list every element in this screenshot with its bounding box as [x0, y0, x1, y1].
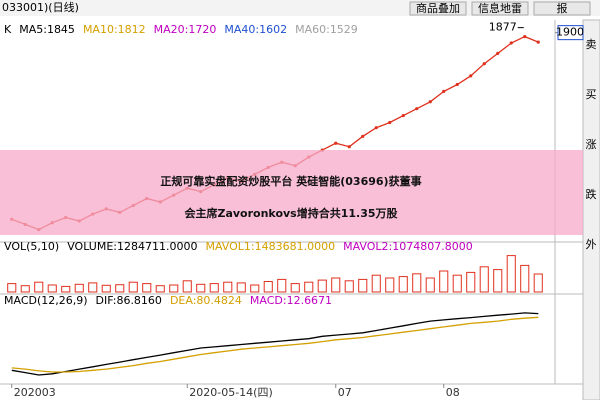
volume-bar — [47, 284, 57, 293]
toolbar-button[interactable] — [409, 1, 467, 16]
volume-bar — [20, 285, 30, 293]
sidebar-label: 涨 — [586, 138, 597, 151]
price-point — [469, 74, 473, 78]
volume-bar — [344, 280, 354, 293]
volume-bar — [290, 283, 300, 293]
x-tick-label: 2020-05-14(四) — [189, 386, 273, 399]
volume-bar — [506, 255, 516, 293]
sidebar-label: 跌 — [586, 187, 597, 201]
volume-bar — [277, 278, 287, 293]
price-point — [347, 145, 351, 149]
price-point — [496, 51, 500, 55]
volume-bar — [317, 279, 327, 293]
toolbar-button[interactable] — [471, 1, 529, 16]
volume-bar — [479, 266, 489, 293]
price-point — [523, 35, 527, 39]
indicator-label: MACD:12.6671 — [250, 294, 332, 307]
volume-bar — [7, 283, 17, 293]
toolbar-button-label[interactable]: 报 — [557, 1, 568, 15]
indicator-label: DEA:80.4824 — [170, 294, 242, 307]
price-point — [428, 100, 432, 104]
indicator-label: VOL(5,10) — [4, 240, 59, 253]
sidebar-label: 买 — [586, 88, 597, 101]
sidebar-label: 卖 — [586, 38, 597, 51]
volume-bar — [371, 274, 381, 293]
indicator-label: MA5:1845 — [19, 23, 75, 36]
sidebar — [582, 19, 600, 400]
volume-bar — [304, 281, 314, 293]
volume-bar — [358, 278, 368, 293]
volume-bar — [398, 276, 408, 293]
volume-bar — [425, 277, 435, 293]
volume-bar — [263, 281, 273, 293]
volume-bar — [34, 281, 44, 293]
volume-bar — [115, 284, 125, 293]
sidebar-label: 外 — [586, 238, 597, 251]
price-point — [415, 107, 419, 111]
x-tick-label: 08 — [446, 386, 460, 399]
volume-bar — [74, 283, 84, 293]
volume-bar — [182, 280, 192, 293]
window-title: 033001)(日线) — [2, 0, 79, 14]
indicator-line — [11, 316, 539, 373]
indicator-label: DIF:86.8160 — [96, 294, 162, 307]
volume-bar — [101, 284, 111, 293]
volume-bar — [385, 277, 395, 293]
price-point — [536, 40, 540, 44]
indicator-line — [11, 312, 539, 376]
volume-bar — [493, 269, 503, 293]
volume-bar — [331, 277, 341, 293]
indicator-label: MA60:1529 — [295, 23, 358, 36]
y-tick-label: 1900 — [556, 26, 584, 39]
price-point — [509, 41, 513, 45]
banner-text: 正规可靠实盘配资炒股平台 英硅智能(03696)获董事 — [160, 174, 421, 188]
toolbar-button-label[interactable]: 信息地雷 — [478, 1, 522, 15]
volume-bar — [209, 283, 219, 293]
indicator-label: MA10:1812 — [83, 23, 146, 36]
toolbar-button-label[interactable]: 商品叠加 — [416, 1, 460, 15]
volume-bar — [250, 284, 260, 293]
volume-bar — [520, 264, 530, 293]
volume-bar — [88, 282, 98, 293]
price-point — [334, 141, 338, 145]
volume-bar — [61, 285, 71, 293]
price-point — [442, 89, 446, 93]
volume-bar — [236, 282, 246, 293]
price-point — [374, 126, 378, 130]
volume-bar — [223, 281, 233, 293]
banner-text: 会主席Zavoronkovs增持合共11.35万股 — [184, 206, 398, 220]
volume-bar — [128, 281, 138, 293]
price-point — [482, 62, 486, 66]
price-point — [401, 113, 405, 118]
volume-bar — [439, 270, 449, 293]
volume-bar — [196, 283, 206, 293]
indicator-label: K — [4, 23, 12, 36]
indicator-label: MAVOL1:1483681.0000 — [205, 240, 335, 253]
y-tick-box — [557, 25, 584, 41]
x-tick-label: 202003 — [14, 386, 56, 399]
volume-bar — [533, 273, 543, 293]
price-point — [455, 82, 459, 87]
volume-bar — [155, 285, 165, 293]
volume-bar — [169, 284, 179, 293]
indicator-label: VOLUME:1284711.0000 — [67, 240, 197, 253]
toolbar-button[interactable] — [533, 1, 591, 16]
indicator-label: MACD(12,26,9) — [4, 294, 88, 307]
volume-bar — [142, 283, 152, 293]
x-tick-label: 07 — [338, 386, 352, 399]
indicator-label: MAVOL2:1074807.8000 — [343, 240, 473, 253]
volume-bar — [466, 271, 476, 293]
price-point — [388, 120, 392, 125]
annotation: 1877 — [489, 21, 517, 34]
banner — [0, 150, 583, 235]
price-point — [361, 134, 365, 138]
volume-bar — [452, 274, 462, 293]
indicator-label: MA40:1602 — [224, 23, 287, 36]
indicator-label: MA20:1720 — [154, 23, 217, 36]
volume-bar — [412, 273, 422, 293]
